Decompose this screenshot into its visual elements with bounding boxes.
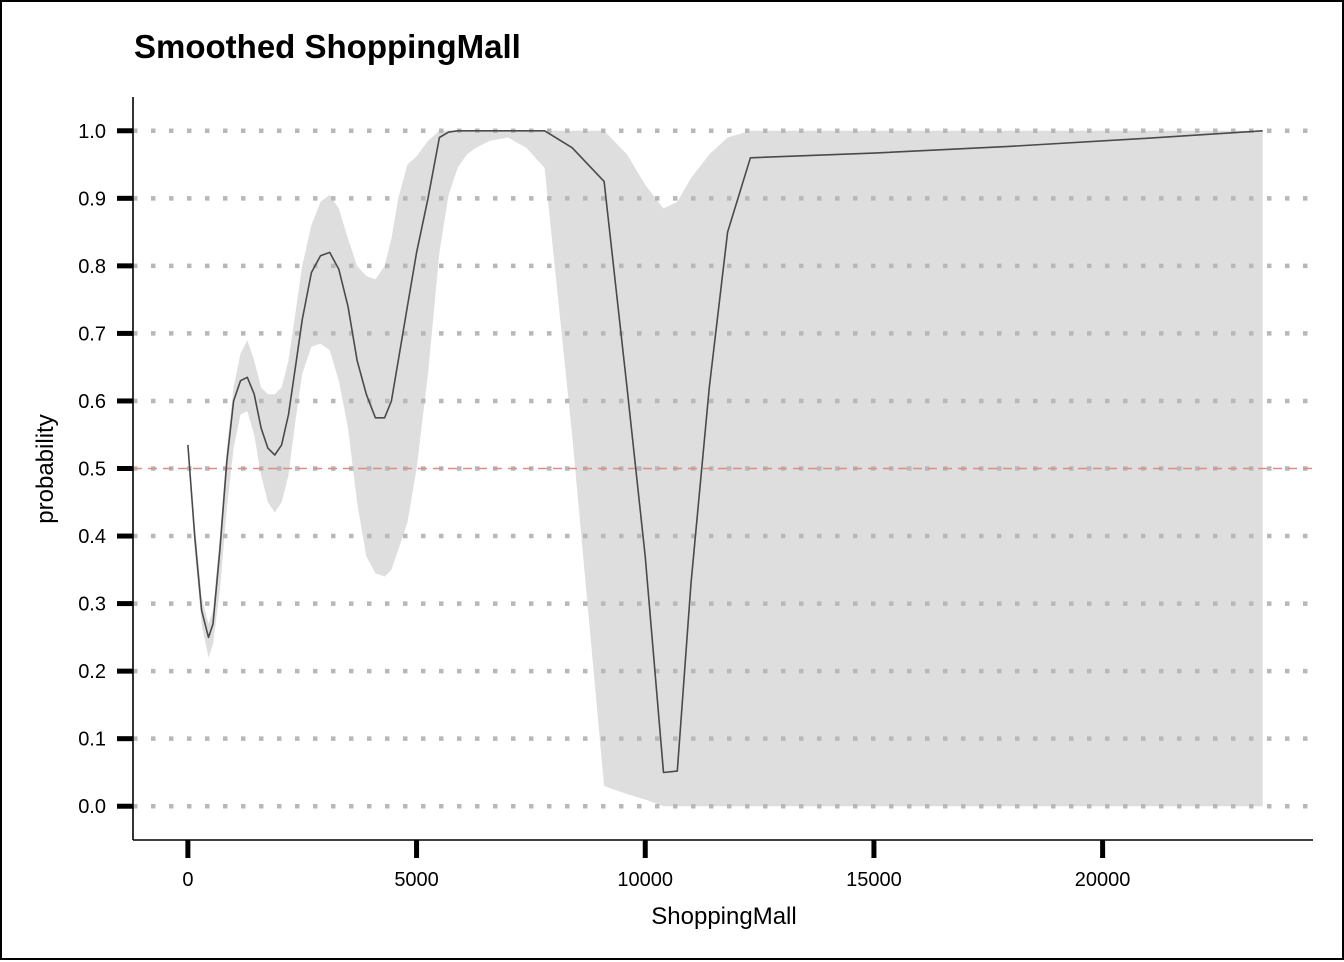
y-tick-label-1: 0.1 — [78, 729, 106, 751]
y-tick-label-10: 1.0 — [78, 121, 106, 143]
y-tick-label-0: 0.0 — [78, 796, 106, 818]
x-tick-label-0: 0 — [182, 869, 193, 891]
y-tick-label-4: 0.4 — [78, 526, 106, 548]
y-tick-label-7: 0.7 — [78, 323, 106, 345]
x-tick-label-3: 15000 — [846, 869, 902, 891]
y-tick-label-8: 0.8 — [78, 256, 106, 278]
x-tick-label-2: 10000 — [617, 869, 673, 891]
y-tick-label-9: 0.9 — [78, 188, 106, 210]
x-tick-label-4: 20000 — [1075, 869, 1131, 891]
x-axis-label: ShoppingMall — [651, 903, 796, 930]
x-tick-label-1: 5000 — [394, 869, 439, 891]
y-tick-label-5: 0.5 — [78, 459, 106, 481]
y-axis-label: probability — [32, 414, 59, 523]
y-tick-label-3: 0.3 — [78, 594, 106, 616]
y-tick-label-6: 0.6 — [78, 391, 106, 413]
y-tick-label-2: 0.2 — [78, 661, 106, 683]
series-line — [187, 130, 1263, 774]
axes: 0.0 0.1 0.2 0.3 0.4 0.5 0.6 0.7 0.8 0.9 1.0 0 5000 10… — [78, 97, 1313, 891]
chart-title: Smoothed ShoppingMall — [134, 28, 521, 65]
plot-area — [133, 128, 1313, 809]
